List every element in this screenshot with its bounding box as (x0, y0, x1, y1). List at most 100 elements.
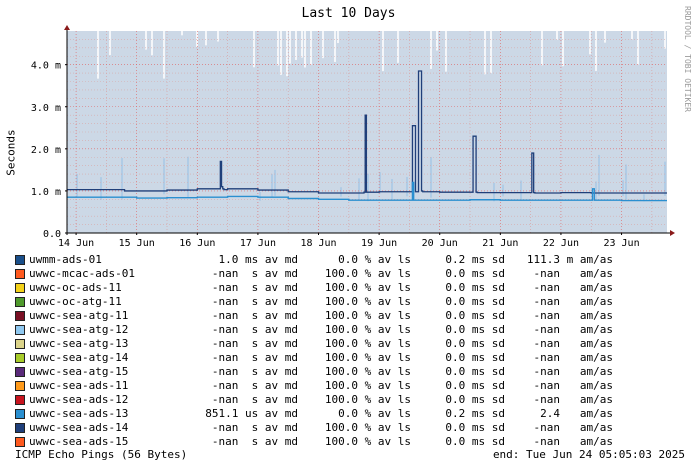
legend-loss: 100.0 % av ls (324, 281, 411, 294)
legend-avg: -nan s av md (211, 267, 298, 280)
legend-avg: -nan s av md (211, 393, 298, 406)
noise-spike (643, 194, 645, 202)
legend-amas: -nan am/as (533, 267, 613, 280)
noise-spike (76, 174, 78, 197)
legend-name: uwmm-ads-01 (29, 253, 102, 266)
legend-amas: -nan am/as (533, 379, 613, 392)
noise-spike (664, 161, 666, 196)
noise-spike (121, 158, 123, 200)
legend-name: uwwc-sea-ads-12 (29, 393, 129, 406)
legend-swatch (15, 381, 25, 391)
legend-sd: 0.0 ms sd (445, 295, 505, 308)
noise-gap (289, 31, 291, 64)
chart-title: Last 10 Days (301, 6, 396, 21)
noise-gap (295, 31, 297, 60)
legend-sd: 0.2 ms sd (445, 253, 505, 266)
noise-gap (196, 31, 198, 47)
legend-loss: 100.0 % av ls (324, 393, 411, 406)
legend-amas: -nan am/as (533, 337, 613, 350)
axes (64, 25, 675, 236)
noise-spike (406, 176, 408, 197)
noise-spike (367, 173, 369, 202)
noise-spike (502, 184, 504, 197)
noise-gap (589, 31, 591, 55)
legend-swatch (15, 339, 25, 349)
legend-sd: 0.0 ms sd (445, 393, 505, 406)
legend-name: uwwc-mcac-ads-01 (29, 267, 135, 280)
legend-avg: -nan s av md (211, 323, 298, 336)
noise-gap (664, 31, 666, 49)
noise-gap (562, 31, 564, 67)
noise-gap (322, 31, 324, 59)
legend-name: uwwc-oc-ads-11 (29, 281, 122, 294)
noise-gap (280, 31, 282, 75)
footer-end-time: end: Tue Jun 24 05:05:03 2025 (492, 448, 685, 461)
legend-name: uwwc-sea-ads-13 (29, 407, 129, 420)
legend-name: uwwc-sea-ads-11 (29, 379, 129, 392)
legend-swatch (15, 367, 25, 377)
legend-loss: 100.0 % av ls (324, 267, 411, 280)
noise-gap (595, 31, 597, 71)
noise-gap (163, 31, 165, 79)
noise-spike (598, 154, 600, 196)
x-tick-label: 15 Jun (119, 238, 155, 249)
legend-sd: 0.0 ms sd (445, 365, 505, 378)
noise-spike (622, 180, 624, 197)
noise-gap (181, 31, 183, 36)
x-tick-label: 21 Jun (482, 238, 518, 249)
noise-gap (286, 31, 288, 77)
x-tick-label: 18 Jun (300, 238, 336, 249)
noise-gap (97, 31, 99, 79)
legend-loss: 100.0 % av ls (324, 351, 411, 364)
series-line-uwwc-sea-ads-13 (67, 181, 667, 202)
noise-spike (358, 178, 360, 201)
legend-loss: 100.0 % av ls (324, 309, 411, 322)
legend-swatch (15, 353, 25, 363)
noise-gap (337, 31, 339, 44)
x-tick-label: 22 Jun (543, 238, 579, 249)
legend-sd: 0.0 ms sd (445, 435, 505, 448)
legend-swatch (15, 311, 25, 321)
legend-loss: 100.0 % av ls (324, 421, 411, 434)
legend-avg: -nan s av md (211, 421, 298, 434)
y-tick-label: 4.0 m (31, 61, 61, 72)
noise-spike (187, 156, 189, 198)
noise-gap (382, 31, 384, 72)
noise-gap (217, 31, 219, 42)
legend-sd: 0.0 ms sd (445, 281, 505, 294)
legend-name: uwwc-oc-atg-11 (29, 295, 122, 308)
noise-gap (490, 31, 492, 74)
legend-avg: 1.0 ms av md (218, 253, 298, 266)
noise-gap (604, 31, 606, 43)
legend-loss: 100.0 % av ls (324, 365, 411, 378)
legend-amas: -nan am/as (533, 393, 613, 406)
noise-gap (556, 31, 558, 40)
noise-gap (436, 31, 438, 51)
y-tick-label: 3.0 m (31, 103, 61, 114)
legend-loss: 0.0 % av ls (338, 407, 411, 420)
noise-gap (277, 31, 279, 66)
x-tick-label: 23 Jun (603, 238, 639, 249)
legend-name: uwwc-sea-ads-14 (29, 421, 129, 434)
legend-name: uwwc-sea-atg-15 (29, 365, 129, 378)
legend-swatch (15, 297, 25, 307)
noise-spike (274, 169, 276, 196)
legend-swatch (15, 409, 25, 419)
legend-avg: -nan s av md (211, 295, 298, 308)
legend-swatch (15, 437, 25, 447)
noise-spike (259, 192, 261, 201)
legend-loss: 100.0 % av ls (324, 337, 411, 350)
noise-spike (379, 172, 381, 194)
legend-name: uwwc-sea-atg-12 (29, 323, 129, 336)
legend-sd: 0.0 ms sd (445, 309, 505, 322)
legend-loss: 100.0 % av ls (324, 295, 411, 308)
noise-gap (109, 31, 111, 56)
legend-avg: -nan s av md (211, 337, 298, 350)
noise-spike (391, 179, 393, 200)
noise-gap (151, 31, 153, 56)
legend-swatch (15, 395, 25, 405)
footer-probe: ICMP Echo Pings (56 Bytes) (15, 448, 188, 461)
noise-gap (631, 31, 633, 40)
y-axis-arrow (64, 25, 70, 30)
noise-gap (304, 31, 306, 68)
